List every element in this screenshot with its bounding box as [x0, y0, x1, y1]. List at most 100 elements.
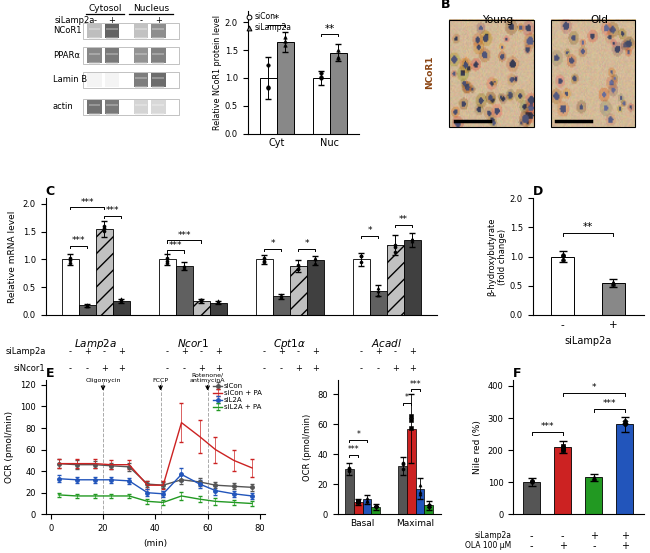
Text: **: **: [583, 222, 593, 232]
Text: *: *: [274, 14, 280, 24]
Text: PPARα: PPARα: [53, 51, 79, 60]
Bar: [363, 499, 371, 514]
Text: +: +: [215, 364, 222, 373]
Bar: [135, 113, 147, 115]
Text: ***: ***: [541, 422, 554, 431]
Text: -: -: [280, 364, 283, 373]
Point: [415, 489, 425, 498]
Point: [415, 488, 425, 497]
Bar: [153, 37, 164, 39]
Point: [259, 258, 270, 267]
Text: -: -: [200, 347, 203, 356]
Point: [333, 54, 343, 63]
Text: Nucleus: Nucleus: [133, 4, 169, 13]
Point: [82, 301, 92, 310]
Text: D: D: [532, 185, 543, 199]
Point: [407, 237, 417, 246]
Bar: [83, 72, 179, 88]
Point: [558, 251, 568, 260]
Point: [526, 476, 537, 485]
Bar: [153, 113, 164, 115]
Bar: [151, 49, 166, 62]
Text: *: *: [367, 227, 372, 236]
Point: [179, 262, 190, 270]
Point: [362, 493, 372, 502]
Bar: [88, 24, 102, 38]
Point: [362, 496, 372, 505]
Bar: [106, 61, 118, 64]
Bar: [616, 425, 633, 514]
Bar: [345, 469, 354, 514]
Text: -: -: [93, 15, 96, 25]
Point: [619, 420, 630, 429]
Text: +: +: [215, 347, 222, 356]
Legend: siCon, siLamp2a: siCon, siLamp2a: [246, 12, 291, 32]
Point: [65, 255, 75, 264]
Point: [196, 296, 207, 305]
Text: -: -: [86, 364, 89, 373]
Point: [370, 501, 381, 510]
Text: -: -: [530, 531, 534, 541]
Text: Lamin B: Lamin B: [53, 75, 87, 85]
Point: [263, 61, 274, 70]
Y-axis label: Relative NCoR1 protein level: Relative NCoR1 protein level: [213, 15, 222, 130]
Y-axis label: OCR (pmol/min): OCR (pmol/min): [5, 411, 14, 483]
Text: B: B: [441, 0, 451, 11]
Point: [397, 459, 408, 468]
Bar: [83, 98, 179, 115]
Text: *: *: [405, 393, 409, 402]
Point: [558, 255, 568, 264]
Point: [310, 258, 320, 267]
Text: +: +: [109, 15, 116, 25]
Point: [415, 481, 425, 489]
Point: [370, 503, 381, 512]
Point: [362, 496, 372, 505]
Y-axis label: β-hydroxybutyrate
(fold change): β-hydroxybutyrate (fold change): [488, 217, 507, 296]
Point: [526, 477, 537, 486]
Text: +: +: [118, 364, 125, 373]
Bar: [353, 259, 370, 315]
Point: [424, 501, 434, 510]
Point: [116, 295, 127, 304]
Bar: [113, 301, 130, 315]
Bar: [134, 49, 148, 62]
Bar: [83, 23, 179, 39]
Legend: siCon, siCon + PA, siL2A, siL2A + PA: siCon, siCon + PA, siL2A, siL2A + PA: [213, 383, 262, 410]
Point: [82, 302, 92, 311]
Bar: [354, 502, 363, 514]
Point: [65, 253, 75, 262]
Text: actin: actin: [53, 102, 73, 112]
Text: ***: ***: [603, 399, 616, 409]
Point: [356, 252, 367, 260]
Bar: [176, 266, 193, 315]
Bar: [88, 73, 102, 87]
Text: +: +: [278, 347, 285, 356]
Bar: [96, 229, 113, 315]
Point: [276, 290, 287, 299]
Bar: [134, 73, 148, 87]
Bar: [153, 53, 164, 55]
Bar: [398, 466, 407, 514]
Point: [589, 474, 599, 483]
Point: [162, 253, 173, 262]
Bar: [330, 53, 346, 134]
Text: *: *: [592, 383, 596, 393]
Text: +: +: [198, 364, 205, 373]
Bar: [105, 49, 119, 62]
Text: -: -: [183, 364, 186, 373]
Bar: [88, 49, 102, 62]
Text: ***: ***: [177, 231, 191, 240]
Text: +: +: [392, 364, 398, 373]
Bar: [106, 28, 118, 30]
Bar: [277, 41, 294, 134]
Point: [82, 301, 92, 310]
Text: +: +: [559, 541, 567, 551]
Text: +: +: [295, 364, 302, 373]
Text: -: -: [166, 364, 169, 373]
Text: Old: Old: [590, 15, 608, 25]
Point: [356, 258, 367, 267]
Point: [333, 53, 343, 61]
Text: -: -: [592, 541, 595, 551]
Bar: [193, 301, 210, 315]
Text: **: **: [399, 216, 408, 225]
